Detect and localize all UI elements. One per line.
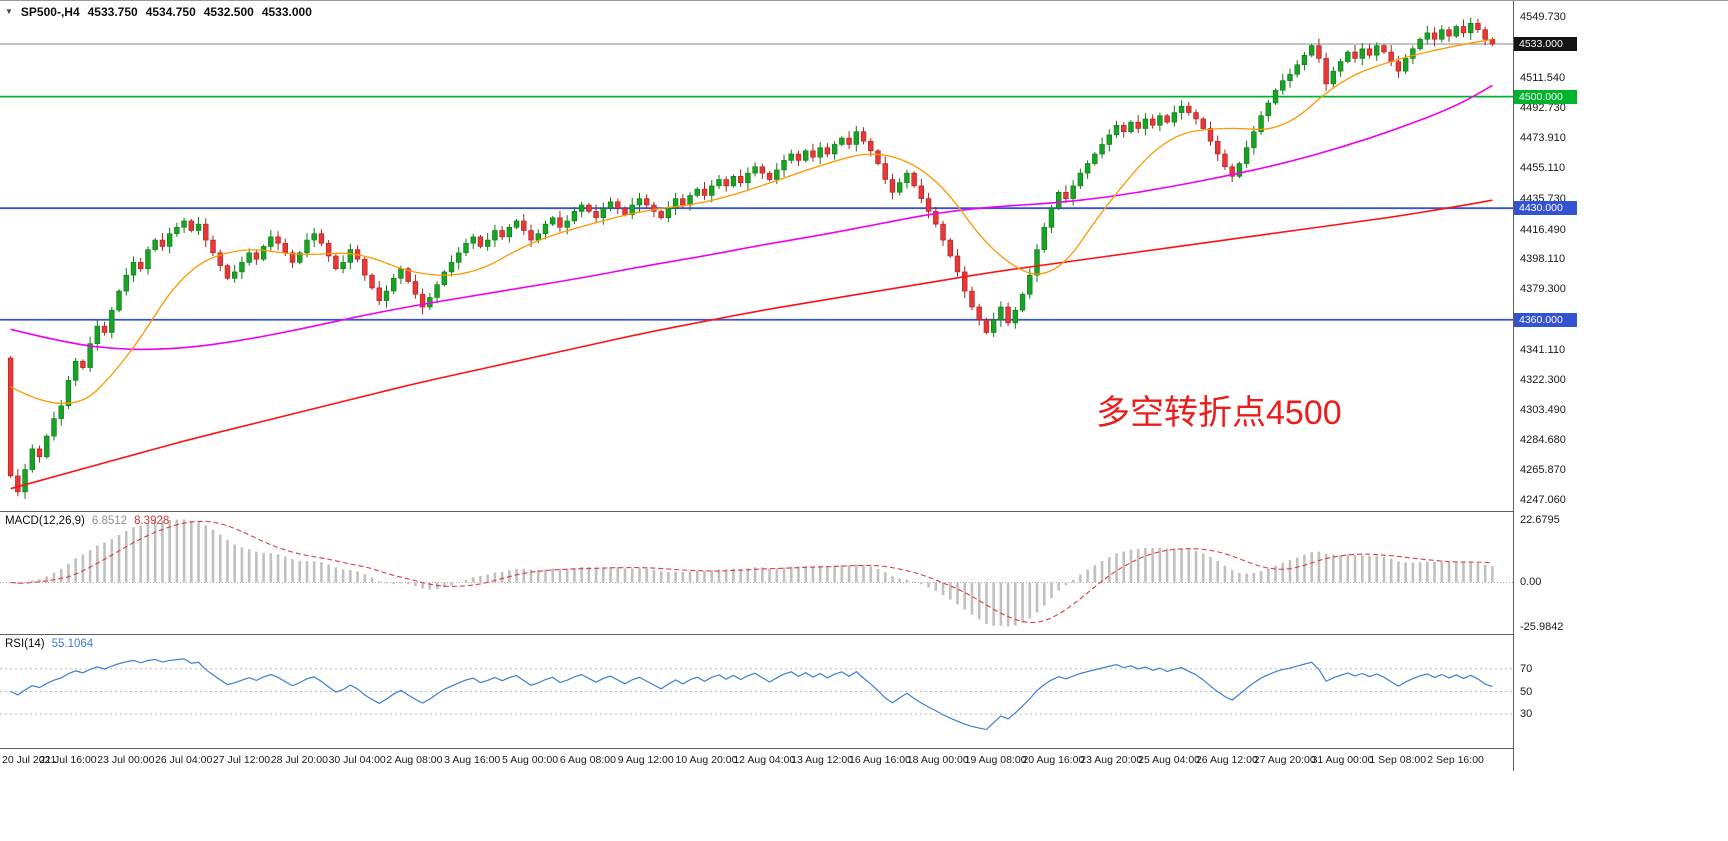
price-panel[interactable]: ▼ SP500-,H4 4533.750 4534.750 4532.500 4… <box>0 1 1513 512</box>
ma_slow-line <box>10 199 1493 490</box>
chart-title: ▼ SP500-,H4 4533.750 4534.750 4532.500 4… <box>5 5 312 19</box>
price-tag-4533.000: 4533.000 <box>1514 37 1577 52</box>
price-tick-label: 4398.110 <box>1520 253 1566 265</box>
time-axis-label: 10 Aug 20:00 <box>675 754 738 766</box>
time-axis-label: 13 Aug 12:00 <box>791 754 854 766</box>
macd-axis-min: -25.9842 <box>1520 621 1564 633</box>
macd-axis-max: 22.6795 <box>1520 514 1560 526</box>
time-axis-label: 3 Aug 16:00 <box>444 754 501 766</box>
rsi-panel[interactable]: RSI(14) 55.1064 <box>0 635 1513 749</box>
price-tick-label: 4473.910 <box>1520 132 1566 145</box>
price-tag-4430.000: 4430.000 <box>1514 201 1577 216</box>
price-tick-label: 4303.490 <box>1520 403 1566 416</box>
candles-group <box>7 17 1496 499</box>
ma_mid-line <box>10 84 1493 351</box>
price-tick-label: 4284.680 <box>1520 433 1566 446</box>
time-axis-label: 1 Sep 08:00 <box>1369 754 1427 766</box>
price-tick-label: 4549.730 <box>1520 11 1566 24</box>
chart-symbol-timeframe: SP500-,H4 <box>20 5 80 19</box>
time-axis-label: 27 Aug 20:00 <box>1253 754 1316 766</box>
bar-close-value: 4533.000 <box>261 5 312 19</box>
chart-annotation-text: 多空转折点4500 <box>1096 394 1342 432</box>
time-axis-label: 19 Aug 08:00 <box>964 754 1027 766</box>
rsi-value: 55.1064 <box>51 638 94 650</box>
rsi-level-30: 30 <box>1520 708 1533 721</box>
price-tick-label: 4455.110 <box>1520 162 1566 175</box>
ma_fast-line <box>10 38 1493 405</box>
price-tag-4360.000: 4360.000 <box>1514 312 1577 327</box>
price-tick-label: 4265.870 <box>1520 463 1566 476</box>
time-axis-label: 21 Jul 16:00 <box>39 754 97 766</box>
time-axis-label: 2 Aug 08:00 <box>386 754 443 766</box>
time-axis-label: 2 Sep 16:00 <box>1427 754 1484 766</box>
price-tick-label: 4341.110 <box>1520 343 1566 356</box>
rsi-line <box>10 658 1493 731</box>
time-axis-label: 23 Jul 00:00 <box>97 754 155 766</box>
macd-signal-line <box>10 520 1493 624</box>
time-axis-label: 27 Jul 12:00 <box>212 754 271 766</box>
price-tick-label: 4247.060 <box>1520 493 1566 506</box>
macd-label: MACD(12,26,9) <box>5 515 85 527</box>
time-axis-label: 26 Aug 12:00 <box>1195 754 1258 766</box>
price-tick-label: 4322.300 <box>1520 373 1566 386</box>
price-tick-label: 4379.300 <box>1520 282 1566 295</box>
price-tick-label: 4511.540 <box>1520 72 1566 85</box>
time-axis-label: 20 Aug 16:00 <box>1022 754 1085 766</box>
bar-high-value: 4534.750 <box>145 5 196 19</box>
time-axis-label: 6 Aug 08:00 <box>559 754 616 766</box>
time-axis-label: 16 Aug 16:00 <box>848 754 911 766</box>
time-axis-label: 12 Aug 04:00 <box>733 754 796 766</box>
rsi-label: RSI(14) <box>5 638 45 650</box>
time-axis[interactable]: 20 Jul 2021 21 Jul 16:00 23 Jul 00:00 26 Ju… <box>0 750 1513 772</box>
price-axis[interactable]: 4549.730 4511.540 4492.730 4473.910 4455.110… <box>1513 1 1728 771</box>
macd-panel[interactable]: MACD(12,26,9) 6.8512 8.3928 <box>0 512 1513 635</box>
time-axis-label: 31 Aug 00:00 <box>1311 754 1374 766</box>
price-tick-label: 4492.730 <box>1520 102 1566 115</box>
bar-open-value: 4533.750 <box>87 5 138 19</box>
time-axis-label: 9 Aug 12:00 <box>617 754 674 766</box>
rsi-level-70: 70 <box>1520 662 1533 675</box>
rsi-title: RSI(14) 55.1064 <box>5 638 93 650</box>
bar-low-value: 4532.500 <box>203 5 254 19</box>
time-axis-label: 30 Jul 04:00 <box>328 754 386 766</box>
macd-chart-canvas[interactable] <box>0 512 1513 634</box>
time-axis-label: 25 Aug 04:00 <box>1138 754 1201 766</box>
rsi-level-50: 50 <box>1520 685 1533 698</box>
rsi-chart-canvas[interactable] <box>0 635 1513 748</box>
time-axis-label: 26 Jul 04:00 <box>155 754 213 766</box>
time-axis-label: 5 Aug 00:00 <box>502 754 559 766</box>
macd-signal-value: 8.3928 <box>134 515 170 527</box>
time-axis-label: 23 Aug 20:00 <box>1080 754 1143 766</box>
time-axis-label: 20 Jul 2021 <box>2 754 57 766</box>
time-axis-label: 28 Jul 20:00 <box>270 754 328 766</box>
symbol-marker-icon: ▼ <box>5 7 13 16</box>
time-axis-label: 18 Aug 00:00 <box>906 754 969 766</box>
price-tick-label: 4416.490 <box>1520 223 1566 236</box>
macd-title: MACD(12,26,9) 6.8512 8.3928 <box>5 515 169 527</box>
macd-axis-zero: 0.00 <box>1520 576 1542 589</box>
macd-main-value: 6.8512 <box>91 515 128 527</box>
price-tag-4500.000: 4500.000 <box>1514 89 1577 104</box>
candlestick-chart-canvas[interactable] <box>0 1 1513 511</box>
